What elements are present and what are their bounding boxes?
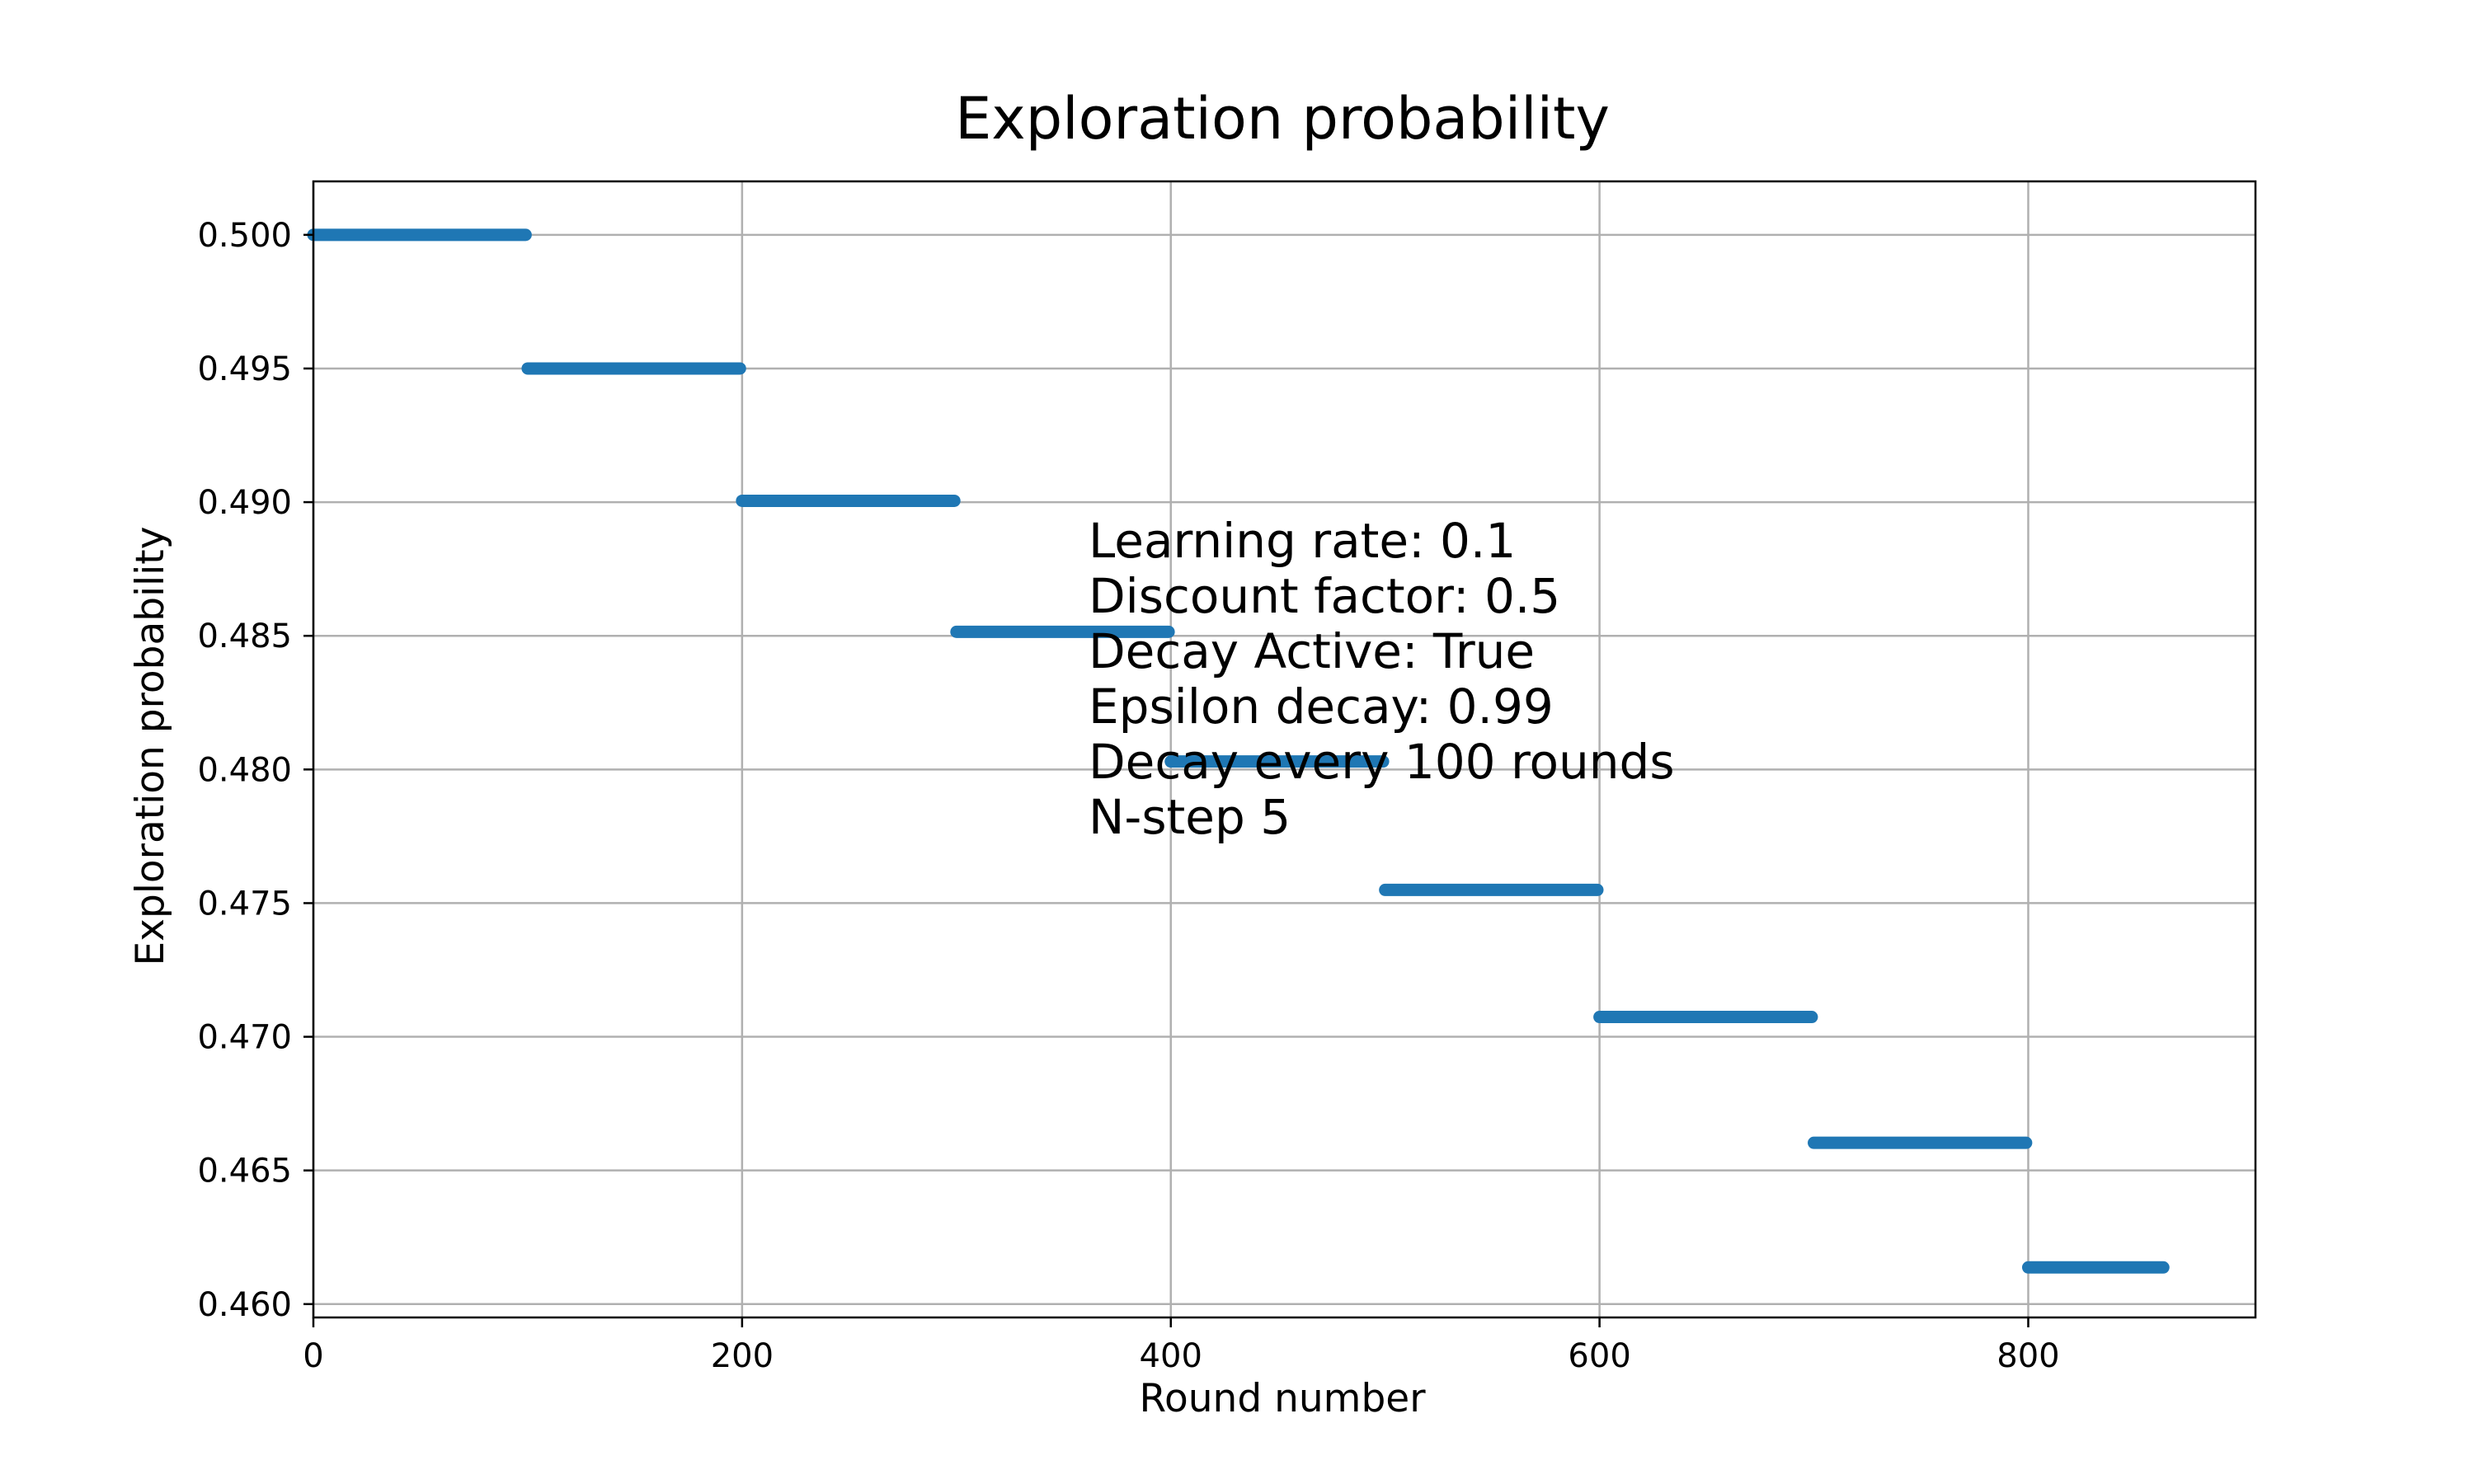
annotation-line: Epsilon decay: 0.99 bbox=[1089, 679, 1554, 735]
chart-title: Exploration probability bbox=[955, 85, 1610, 153]
x-tick-label: 400 bbox=[1140, 1337, 1202, 1375]
data-series bbox=[307, 228, 2170, 1274]
y-tick-label: 0.460 bbox=[197, 1286, 292, 1324]
y-axis-label: Exploration probability bbox=[128, 526, 173, 965]
plot-frame bbox=[312, 180, 2257, 1319]
y-tick-label: 0.470 bbox=[197, 1019, 292, 1057]
annotation-line: Learning rate: 0.1 bbox=[1089, 513, 1516, 569]
y-tick-label: 0.480 bbox=[197, 751, 292, 789]
x-tick-label: 0 bbox=[303, 1337, 323, 1375]
y-tick-label: 0.485 bbox=[197, 618, 292, 655]
y-tick-label: 0.500 bbox=[197, 217, 292, 255]
x-tick-label: 800 bbox=[1997, 1337, 2059, 1375]
y-tick-label: 0.490 bbox=[197, 484, 292, 522]
x-tick-label: 600 bbox=[1568, 1337, 1630, 1375]
annotation-line: N-step 5 bbox=[1089, 789, 1291, 845]
y-tick-label: 0.475 bbox=[197, 885, 292, 923]
x-tick-label: 200 bbox=[711, 1337, 774, 1375]
x-axis-label: Round number bbox=[1139, 1376, 1426, 1421]
annotation-line: Discount factor: 0.5 bbox=[1089, 568, 1560, 624]
grid bbox=[312, 181, 2255, 1317]
annotation-line: Decay Active: True bbox=[1089, 623, 1535, 679]
y-tick-label: 0.465 bbox=[197, 1153, 292, 1190]
annotation-line: Decay every 100 rounds bbox=[1089, 734, 1675, 790]
y-tick-label: 0.495 bbox=[197, 350, 292, 388]
axes: 0 200 400 600 800 0.460 0.465 0.470 0.475 0.480 0.… bbox=[197, 180, 2257, 1375]
